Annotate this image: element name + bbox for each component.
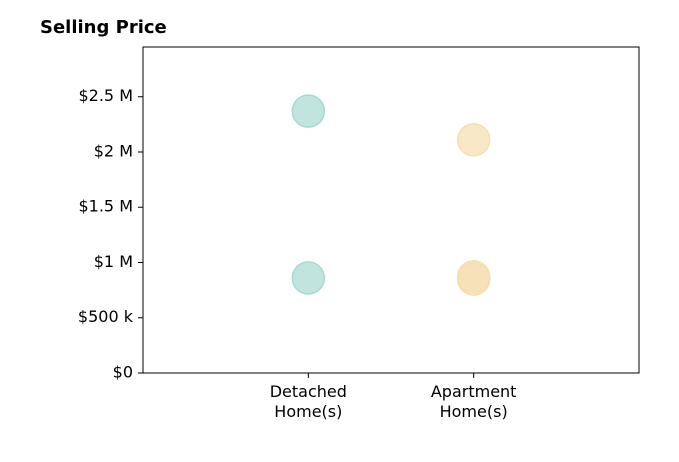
y-tick-label: $1.5 M <box>78 197 133 216</box>
plot-frame <box>142 46 640 374</box>
y-tick-label: $0 <box>113 363 133 382</box>
y-tick-label: $1 M <box>94 252 133 271</box>
point <box>291 261 326 295</box>
point <box>456 123 491 157</box>
y-tick-label: $2.5 M <box>78 86 133 105</box>
point <box>456 262 491 296</box>
y-tick-label: $500 k <box>78 307 134 326</box>
y-tick-label: $2 M <box>94 141 133 160</box>
chart-title: Selling Price <box>40 17 167 38</box>
x-tick-label: Apartment Home(s) <box>430 382 517 421</box>
point <box>291 94 326 128</box>
x-tick-label: Detached Home(s) <box>269 382 347 421</box>
